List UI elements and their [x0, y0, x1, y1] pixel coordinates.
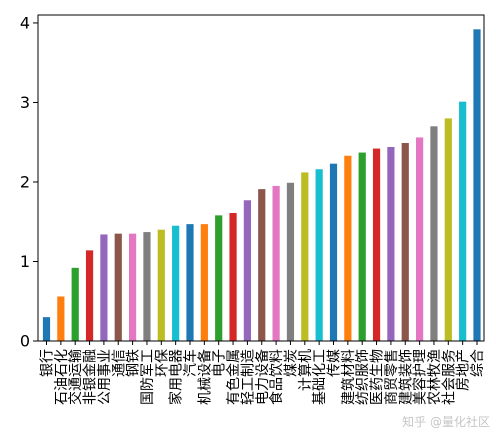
y-tick-label-0: 0	[20, 332, 30, 351]
y-tick-label-1: 1	[20, 252, 30, 271]
bar-3	[85, 250, 94, 341]
x-tick-label-6: 钢铁	[126, 349, 142, 377]
x-tick-label-4: 公用事业	[97, 349, 113, 405]
x-tick-label-19: 基础化工	[311, 349, 328, 405]
x-tick-label-27: 农林牧渔	[427, 349, 443, 405]
x-tick-label-22: 纺织服饰	[355, 349, 371, 405]
x-tick-label-10: 汽车	[182, 349, 199, 377]
x-tick-label-13: 有色金属	[225, 349, 242, 405]
bar-12	[215, 215, 223, 341]
x-tick-label-20: 传媒	[327, 349, 343, 377]
x-tick-label-25: 建筑装饰	[398, 349, 414, 405]
x-tick-label-8: 环保	[154, 349, 170, 377]
bar-22	[358, 152, 366, 341]
y-tick-label-4: 4	[20, 13, 30, 32]
x-tick-label-1: 石油石化	[54, 349, 70, 405]
x-tick-label-24: 商贸零售	[384, 349, 400, 405]
x-tick-label-14: 轻工制造	[240, 349, 256, 405]
bar-11	[200, 224, 208, 341]
x-tick-label-3: 非银金融	[83, 349, 99, 405]
bar-24	[387, 146, 395, 341]
bar-14	[243, 200, 251, 341]
bar-6	[129, 233, 137, 341]
x-tick-label-28: 社会服务	[441, 349, 457, 405]
bar-2	[71, 267, 79, 341]
bar-23	[372, 148, 381, 341]
bar-21	[344, 155, 352, 341]
bar-29	[459, 101, 467, 341]
bar-5	[114, 233, 122, 341]
watermark: 知乎 @量化社区	[402, 415, 490, 429]
x-tick-label-2: 交通运输	[67, 349, 84, 405]
axes-frame	[37, 14, 485, 342]
x-tick-label-7: 国防军工	[140, 349, 156, 405]
y-tick-label-3: 3	[20, 93, 30, 112]
x-tick-label-17: 煤炭	[283, 349, 299, 377]
x-tick-label-29: 房地产	[456, 349, 472, 391]
x-tick-label-26: 美容护理	[412, 349, 429, 405]
x-tick-label-15: 电力设备	[254, 349, 271, 405]
bar-1	[57, 296, 65, 341]
bar-18	[301, 172, 309, 341]
bar-17	[286, 182, 295, 341]
x-tick-label-16: 食品饮料	[268, 349, 285, 405]
bar-0	[42, 317, 51, 341]
y-tick-label-2: 2	[20, 172, 30, 191]
bar-15	[258, 189, 266, 341]
bar-25	[401, 143, 409, 341]
bar-9	[172, 225, 180, 341]
bar-4	[100, 234, 108, 341]
x-tick-label-18: 计算机	[298, 349, 314, 391]
bar-19	[315, 169, 323, 341]
bar-26	[416, 137, 424, 341]
bar-7	[143, 232, 151, 341]
bar-20	[329, 163, 338, 341]
x-tick-label-5: 通信	[111, 349, 127, 377]
x-tick-label-11: 机械设备	[196, 349, 213, 405]
bar-28	[444, 118, 452, 342]
bar-13	[229, 212, 237, 341]
x-tick-label-30: 综合	[470, 349, 486, 377]
bar-10	[186, 224, 194, 341]
bar-8	[157, 229, 165, 341]
x-tick-label-0: 银行	[40, 349, 56, 377]
x-tick-label-9: 家用电器	[168, 349, 185, 405]
bar-27	[430, 126, 438, 341]
plot-area: 0 1 2 3 4 银行石油石化交通运输非银金融公用事业通信钢铁国防军工环保家用电器汽车机…	[20, 13, 486, 405]
bar-30	[473, 29, 481, 342]
x-tick-label-12: 电子	[212, 349, 228, 377]
x-tick-label-23: 医药生物	[370, 349, 386, 405]
x-tick-label-21: 建筑材料	[341, 349, 357, 405]
bar-16	[272, 185, 280, 341]
